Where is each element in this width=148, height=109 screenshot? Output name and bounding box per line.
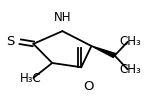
Text: S: S [6,35,14,48]
Text: CH₃: CH₃ [120,63,141,76]
Polygon shape [91,46,116,57]
Text: O: O [83,80,94,93]
Text: NH: NH [54,11,71,24]
Text: CH₃: CH₃ [120,35,141,48]
Text: H₃C: H₃C [20,72,41,85]
